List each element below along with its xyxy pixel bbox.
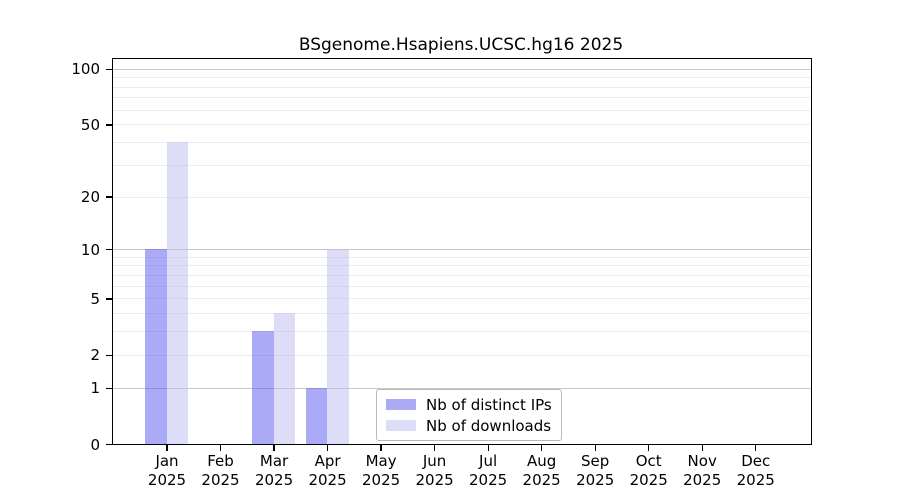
y-tick-label-10: 10 — [80, 240, 100, 259]
bar-nb-of-downloads-apr — [327, 249, 349, 444]
bar-nb-of-distinct-ips-apr — [305, 387, 328, 444]
x-tick-label-jan: Jan 2025 — [147, 452, 187, 489]
x-tick-mark-may — [380, 444, 382, 451]
bar-nb-of-downloads-mar — [273, 313, 296, 444]
x-tick-mark-feb — [219, 444, 222, 451]
gridline-minor-6 — [113, 285, 811, 287]
x-tick-mark-oct — [648, 444, 650, 451]
y-tick-mark-5 — [105, 298, 112, 300]
gridline-minor-70 — [113, 97, 811, 99]
x-tick-mark-sep — [594, 444, 596, 451]
x-tick-mark-jun — [434, 444, 436, 451]
gridline-minor-8 — [113, 265, 811, 267]
bar-nb-of-distinct-ips-mar — [252, 331, 274, 444]
legend: Nb of distinct IPs Nb of downloads — [376, 389, 562, 441]
x-tick-label-dec: Dec 2025 — [736, 452, 775, 489]
gridline-minor-40 — [113, 142, 811, 144]
x-tick-label-oct: Oct 2025 — [629, 452, 668, 489]
y-tick-label-5: 5 — [90, 289, 100, 308]
bar-nb-of-distinct-ips-jan — [145, 249, 167, 444]
gridline-minor-5 — [113, 298, 811, 300]
y-tick-mark-20 — [105, 196, 112, 198]
y-tick-mark-50 — [105, 124, 112, 126]
y-tick-label-2: 2 — [90, 346, 100, 365]
gridline-minor-3 — [113, 331, 811, 333]
bar-nb-of-downloads-jan — [166, 142, 188, 444]
chart-title: BSgenome.Hsapiens.UCSC.hg16 2025 — [298, 35, 624, 55]
x-tick-label-jun: Jun 2025 — [415, 452, 454, 489]
y-tick-label-1: 1 — [90, 379, 100, 398]
x-tick-label-feb: Feb 2025 — [201, 452, 240, 489]
x-tick-label-apr: Apr 2025 — [308, 452, 347, 489]
plot-area: Nb of distinct IPs Nb of downloads — [112, 58, 812, 445]
x-tick-mark-apr — [326, 444, 329, 451]
gridline-minor-20 — [113, 196, 811, 198]
x-tick-label-aug: Aug 2025 — [522, 452, 561, 489]
gridline-minor-4 — [113, 313, 811, 315]
x-tick-mark-mar — [273, 444, 275, 451]
legend-swatch-distinct-ips — [386, 399, 416, 410]
gridline-minor-7 — [113, 274, 811, 276]
x-tick-label-may: May 2025 — [361, 452, 401, 489]
legend-label-downloads: Nb of downloads — [426, 416, 552, 435]
gridline-minor-30 — [113, 164, 811, 166]
gridline-major-10 — [113, 249, 811, 251]
gridline-minor-2 — [113, 354, 811, 356]
y-tick-label-20: 20 — [80, 188, 100, 206]
gridline-minor-60 — [113, 109, 811, 111]
x-tick-mark-dec — [755, 444, 757, 451]
x-tick-mark-jul — [487, 444, 489, 451]
x-tick-mark-aug — [541, 444, 543, 451]
x-tick-label-jul: Jul 2025 — [469, 452, 508, 489]
x-tick-mark-jan — [166, 444, 168, 451]
x-tick-label-nov: Nov 2025 — [683, 452, 722, 489]
gridline-minor-9 — [113, 256, 811, 258]
legend-item-distinct-ips: Nb of distinct IPs — [386, 395, 552, 414]
y-tick-mark-1 — [105, 387, 112, 389]
y-tick-mark-10 — [105, 248, 112, 251]
gridline-major-100 — [113, 68, 811, 71]
y-tick-mark-0 — [105, 443, 112, 446]
gridline-minor-90 — [113, 77, 811, 79]
x-tick-label-mar: Mar 2025 — [254, 452, 294, 489]
x-tick-label-sep: Sep 2025 — [576, 452, 615, 489]
gridline-minor-50 — [113, 124, 811, 126]
legend-label-distinct-ips: Nb of distinct IPs — [426, 395, 552, 414]
x-tick-mark-nov — [701, 444, 703, 451]
legend-swatch-downloads — [386, 420, 416, 431]
gridline-minor-80 — [113, 86, 811, 88]
legend-item-downloads: Nb of downloads — [386, 416, 552, 435]
y-tick-label-50: 50 — [80, 115, 100, 134]
gridline-major-1 — [113, 387, 811, 389]
y-tick-mark-100 — [105, 68, 112, 71]
y-tick-label-0: 0 — [90, 435, 100, 454]
y-tick-mark-2 — [105, 354, 112, 356]
y-tick-label-100: 100 — [71, 60, 100, 79]
